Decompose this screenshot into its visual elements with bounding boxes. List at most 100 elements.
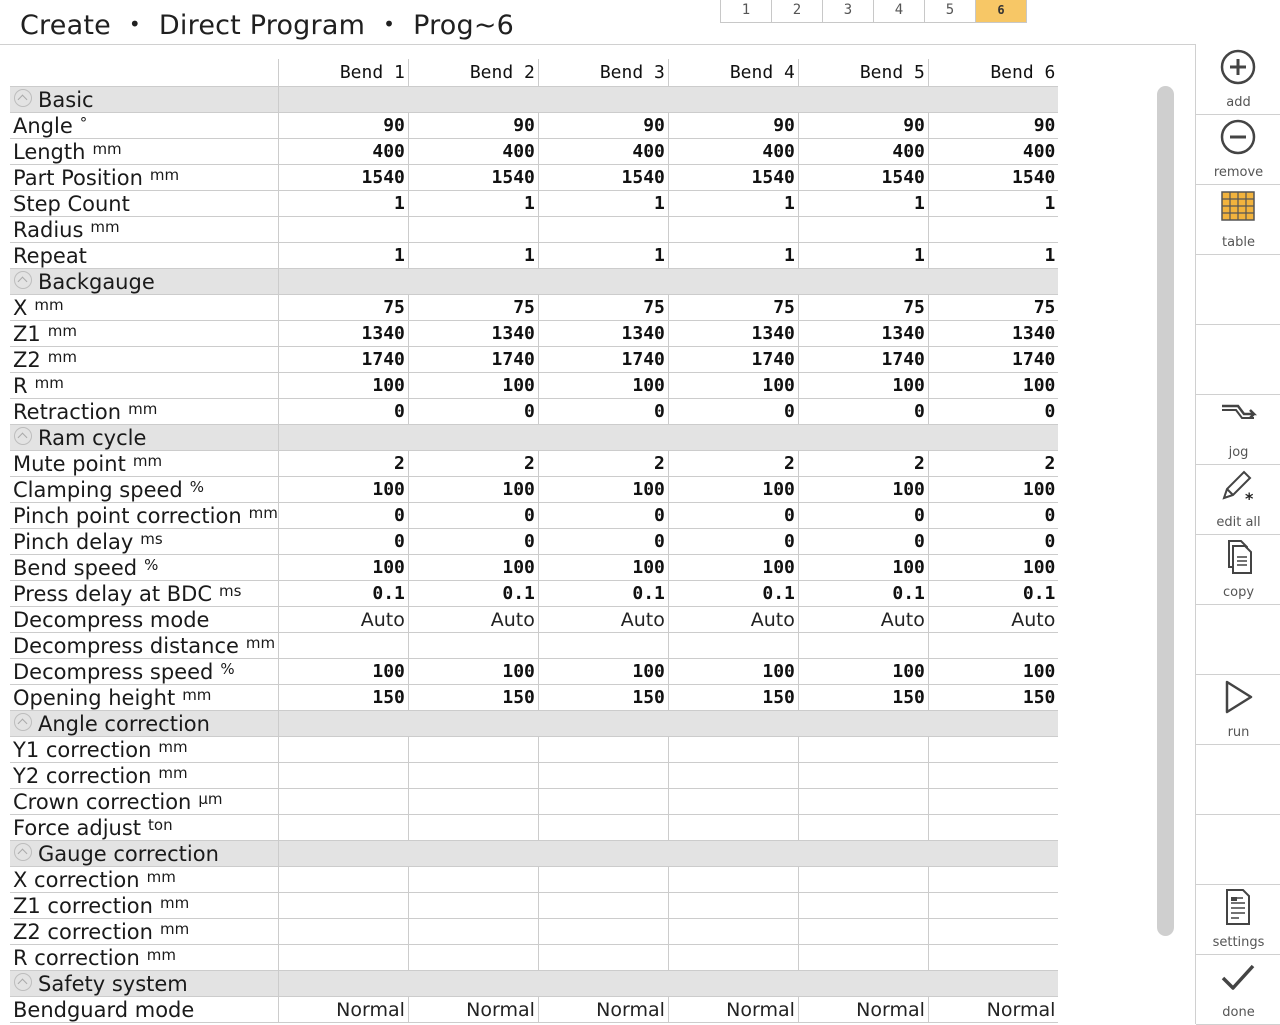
value-cell[interactable]: [927, 814, 1059, 841]
value-cell[interactable]: [927, 944, 1059, 971]
value-cell[interactable]: 100: [407, 476, 539, 503]
collapse-chevron-icon[interactable]: [14, 972, 32, 991]
value-cell[interactable]: [407, 814, 539, 841]
value-cell[interactable]: [667, 762, 799, 789]
value-cell[interactable]: [667, 866, 799, 893]
value-cell[interactable]: [667, 632, 799, 659]
value-cell[interactable]: 100: [667, 372, 799, 399]
value-cell[interactable]: [407, 918, 539, 945]
value-cell[interactable]: 2: [407, 450, 539, 477]
value-cell[interactable]: 0.1: [537, 580, 669, 607]
value-cell[interactable]: [667, 814, 799, 841]
value-cell[interactable]: 100: [927, 476, 1059, 503]
edit-all-button[interactable]: * edit all: [1196, 464, 1280, 535]
value-cell[interactable]: Auto: [277, 606, 409, 633]
value-cell[interactable]: [667, 736, 799, 763]
value-cell[interactable]: [537, 632, 669, 659]
value-cell[interactable]: 1: [277, 190, 409, 217]
value-cell[interactable]: [797, 762, 929, 789]
value-cell[interactable]: 100: [797, 658, 929, 685]
value-cell[interactable]: [537, 736, 669, 763]
value-cell[interactable]: 0: [667, 528, 799, 555]
page-tab-2[interactable]: 2: [772, 0, 823, 23]
value-cell[interactable]: 1740: [277, 346, 409, 373]
value-cell[interactable]: [797, 866, 929, 893]
value-cell[interactable]: 1: [277, 242, 409, 269]
value-cell[interactable]: Auto: [407, 606, 539, 633]
value-cell[interactable]: [277, 944, 409, 971]
value-cell[interactable]: [407, 892, 539, 919]
value-cell[interactable]: 1740: [927, 346, 1059, 373]
value-cell[interactable]: 0.1: [927, 580, 1059, 607]
value-cell[interactable]: [407, 762, 539, 789]
column-header-bend-4[interactable]: Bend 4: [667, 59, 799, 87]
value-cell[interactable]: 2: [277, 450, 409, 477]
collapse-chevron-icon[interactable]: [14, 712, 32, 731]
value-cell[interactable]: 75: [537, 294, 669, 321]
value-cell[interactable]: 0: [407, 502, 539, 529]
value-cell[interactable]: Normal: [927, 996, 1059, 1023]
value-cell[interactable]: 90: [797, 112, 929, 139]
value-cell[interactable]: 1: [537, 190, 669, 217]
value-cell[interactable]: [797, 918, 929, 945]
value-cell[interactable]: 1340: [667, 320, 799, 347]
value-cell[interactable]: 1740: [797, 346, 929, 373]
value-cell[interactable]: 1340: [537, 320, 669, 347]
value-cell[interactable]: 100: [667, 554, 799, 581]
value-cell[interactable]: [537, 944, 669, 971]
value-cell[interactable]: 75: [797, 294, 929, 321]
collapse-chevron-icon[interactable]: [14, 88, 32, 107]
value-cell[interactable]: 1: [927, 242, 1059, 269]
value-cell[interactable]: [537, 216, 669, 243]
value-cell[interactable]: [277, 814, 409, 841]
value-cell[interactable]: 1540: [407, 164, 539, 191]
collapse-chevron-icon[interactable]: [14, 842, 32, 861]
value-cell[interactable]: [277, 918, 409, 945]
value-cell[interactable]: 0.1: [797, 580, 929, 607]
value-cell[interactable]: [277, 866, 409, 893]
value-cell[interactable]: [797, 892, 929, 919]
section-title-cell[interactable]: Ram cycle: [10, 424, 279, 451]
value-cell[interactable]: 150: [537, 684, 669, 711]
value-cell[interactable]: Auto: [537, 606, 669, 633]
value-cell[interactable]: 1: [407, 190, 539, 217]
copy-button[interactable]: copy: [1196, 534, 1280, 605]
value-cell[interactable]: 0: [927, 398, 1059, 425]
value-cell[interactable]: 90: [537, 112, 669, 139]
value-cell[interactable]: 75: [667, 294, 799, 321]
add-button[interactable]: add: [1196, 44, 1280, 115]
value-cell[interactable]: [277, 632, 409, 659]
value-cell[interactable]: [797, 216, 929, 243]
value-cell[interactable]: 100: [927, 554, 1059, 581]
value-cell[interactable]: 100: [537, 476, 669, 503]
value-cell[interactable]: 0: [797, 502, 929, 529]
value-cell[interactable]: [667, 918, 799, 945]
value-cell[interactable]: [277, 736, 409, 763]
value-cell[interactable]: 75: [277, 294, 409, 321]
value-cell[interactable]: [407, 788, 539, 815]
value-cell[interactable]: [277, 788, 409, 815]
value-cell[interactable]: 1340: [277, 320, 409, 347]
value-cell[interactable]: Auto: [667, 606, 799, 633]
value-cell[interactable]: Auto: [927, 606, 1059, 633]
value-cell[interactable]: 0: [537, 398, 669, 425]
value-cell[interactable]: 90: [667, 112, 799, 139]
jog-button[interactable]: jog: [1196, 394, 1280, 465]
value-cell[interactable]: 1340: [927, 320, 1059, 347]
value-cell[interactable]: [407, 632, 539, 659]
value-cell[interactable]: 2: [797, 450, 929, 477]
value-cell[interactable]: 90: [407, 112, 539, 139]
value-cell[interactable]: 100: [927, 658, 1059, 685]
value-cell[interactable]: 1: [667, 190, 799, 217]
value-cell[interactable]: [277, 762, 409, 789]
value-cell[interactable]: [407, 944, 539, 971]
value-cell[interactable]: 0: [407, 398, 539, 425]
value-cell[interactable]: 0: [277, 398, 409, 425]
value-cell[interactable]: 1540: [537, 164, 669, 191]
value-cell[interactable]: 400: [537, 138, 669, 165]
value-cell[interactable]: 1540: [667, 164, 799, 191]
value-cell[interactable]: 2: [537, 450, 669, 477]
run-button[interactable]: run: [1196, 674, 1280, 745]
value-cell[interactable]: [927, 632, 1059, 659]
value-cell[interactable]: Normal: [277, 996, 409, 1023]
